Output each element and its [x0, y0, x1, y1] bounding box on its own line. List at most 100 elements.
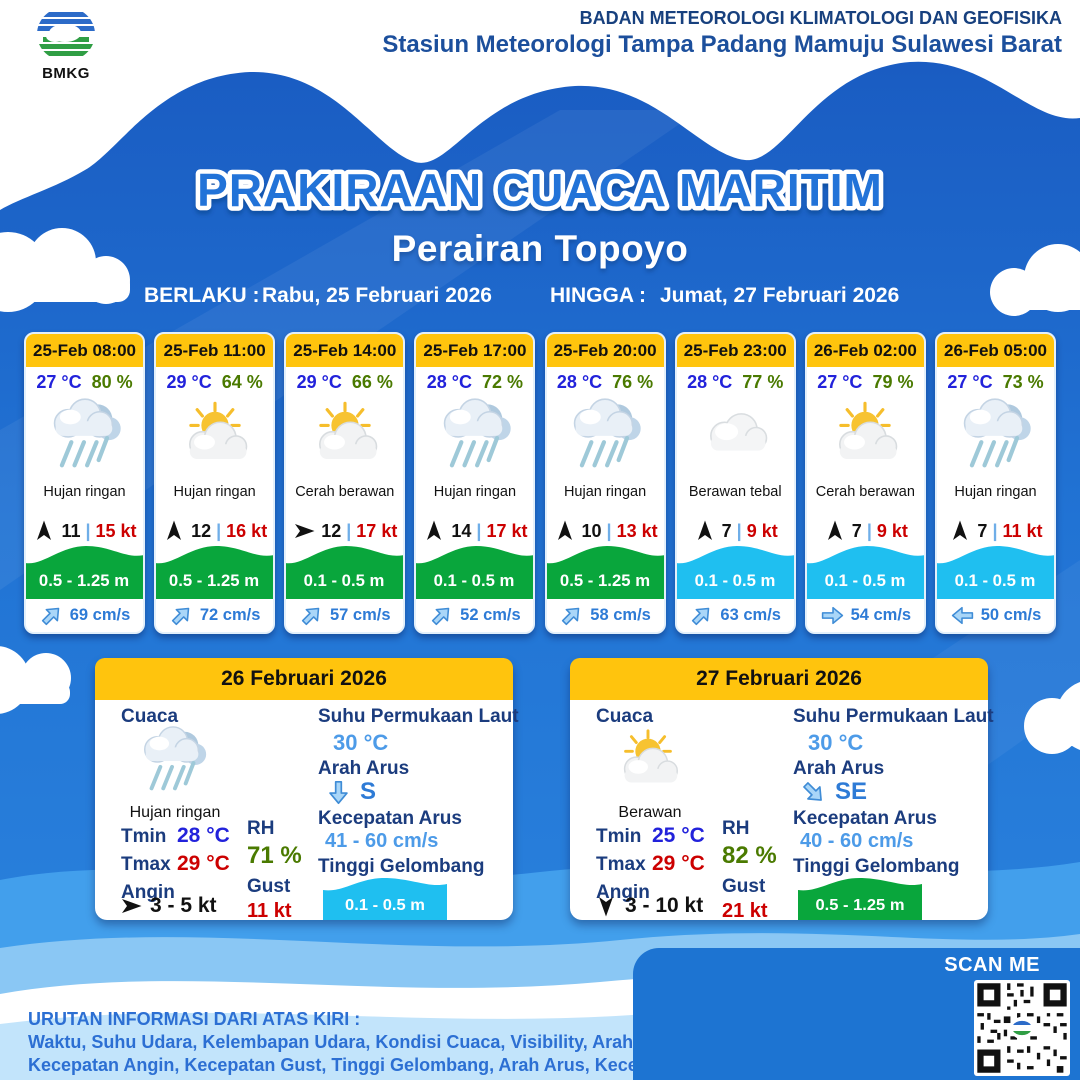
rh-value: 82 % — [722, 842, 777, 869]
daily-forecast-card: 26 Februari 2026 Cuaca Hujan ringan Tmin… — [95, 658, 519, 922]
forecast-time: 25-Feb 08:00 — [26, 334, 143, 367]
current-direction-icon — [325, 779, 352, 806]
hourly-forecast-card: 25-Feb 17:00 28 °C 72 % Hujan ringan 14 … — [414, 332, 536, 634]
weather-condition: Berawan — [618, 804, 682, 821]
weather-icon — [562, 396, 648, 480]
wind-row: 3 - 10 kt — [594, 894, 703, 918]
current-row: 72 cm/s — [156, 598, 274, 633]
visibility-value: 7 — [851, 520, 862, 541]
tmin-value: 25 °C — [652, 824, 705, 847]
relative-humidity: 79 % — [872, 372, 914, 392]
poster-title-text: PRAKIRAAN CUACA MARITIM — [197, 164, 883, 216]
hourly-forecast-card: 25-Feb 23:00 28 °C 77 % Berawan tebal 7 … — [674, 332, 796, 634]
hourly-forecast-card: 25-Feb 14:00 29 °C 66 % Cerah berawan 12… — [284, 332, 406, 634]
label-cuaca: Cuaca — [121, 706, 179, 727]
weather-condition: Hujan ringan — [954, 484, 1037, 500]
bmkg-logo-icon — [37, 7, 95, 61]
hourly-forecast-card: 25-Feb 11:00 29 °C 64 % Hujan ringan 12 … — [154, 332, 276, 634]
footer-line3: Kecepatan Angin, Kecepatan Gust, Tinggi … — [28, 1055, 732, 1075]
label-angin: Angin — [121, 882, 175, 903]
bmkg-logo-label: BMKG — [42, 65, 90, 82]
label-sea-surface-temp: Suhu Permukaan Laut — [318, 706, 519, 727]
wave-height: 0.1 - 0.5 m — [345, 896, 425, 914]
hourly-forecast-card: 25-Feb 08:00 27 °C 80 % Hujan ringan 11 … — [24, 332, 145, 634]
label-wave-height: Tinggi Gelombang — [318, 856, 485, 877]
wind-speed: 15 kt — [95, 520, 137, 541]
agency-name: BADAN METEOROLOGI KLIMATOLOGI DAN GEOFIS… — [579, 8, 1062, 28]
label-gust: Gust — [247, 876, 291, 897]
wave-height: 0.1 - 0.5 m — [304, 571, 385, 590]
weather-condition: Berawan tebal — [688, 484, 782, 500]
relative-humidity: 64 % — [221, 372, 263, 392]
label-current-direction: Arah Arus — [793, 758, 885, 779]
weather-icon — [432, 396, 518, 480]
wave-height: 0.1 - 0.5 m — [824, 571, 905, 590]
current-direction-icon — [794, 773, 832, 811]
separator: | — [216, 520, 222, 541]
wind-direction-icon — [553, 519, 577, 543]
wave-height: 0.5 - 1.25 m — [559, 571, 649, 590]
visibility-value: 7 — [721, 520, 732, 541]
weather-condition: Cerah berawan — [815, 484, 915, 500]
current-compass: S — [360, 778, 377, 805]
hourly-forecast-card: 26-Feb 02:00 27 °C 79 % Cerah berawan 7 … — [804, 332, 926, 634]
weather-condition: Hujan ringan — [173, 484, 256, 500]
temp-humidity-row: 28 °C 72 % — [416, 372, 533, 393]
cloud-left-icon — [0, 228, 130, 312]
tmax-value: 29 °C — [652, 852, 705, 875]
label-current-speed: Kecepatan Arus — [318, 808, 462, 829]
current-direction-icon — [294, 598, 329, 633]
wind-row: 10 | 13 kt — [547, 517, 664, 545]
temp-humidity-row: 28 °C 77 % — [677, 372, 794, 393]
current-speed: 72 cm/s — [199, 606, 261, 624]
forecast-time: 26-Feb 05:00 — [936, 334, 1054, 367]
wind-speed: 17 kt — [486, 520, 528, 541]
temp-humidity-row: 27 °C 80 % — [26, 372, 143, 393]
visibility-value: 7 — [977, 520, 988, 541]
temp-humidity-row: 28 °C 76 % — [547, 372, 664, 393]
visibility-value: 12 — [321, 520, 342, 541]
wind-speed: 9 kt — [746, 520, 778, 541]
wave-height: 0.5 - 1.25 m — [169, 571, 259, 590]
wind-speed: 13 kt — [616, 520, 658, 541]
wave-height-band: 0.5 - 1.25 m — [156, 546, 274, 599]
weather-icon — [822, 396, 908, 480]
current-direction-icon — [34, 598, 69, 633]
weather-icon — [596, 724, 700, 802]
current-row: 57 cm/s — [286, 598, 404, 633]
air-temperature: 28 °C — [426, 372, 473, 392]
weather-icon — [42, 396, 128, 480]
weather-condition: Cerah berawan — [295, 484, 395, 500]
current-direction-icon — [164, 598, 199, 633]
sea-surface-temp-value: 30 °C — [808, 730, 864, 755]
wind-row: 7 | 9 kt — [677, 517, 794, 545]
forecast-time: 25-Feb 17:00 — [416, 334, 534, 367]
weather-condition: Hujan ringan — [43, 484, 126, 500]
wind-direction-icon — [292, 519, 316, 543]
temp-humidity-row: 29 °C 66 % — [286, 372, 403, 393]
temp-humidity-row: 27 °C 73 % — [937, 372, 1054, 393]
air-temperature: 27 °C — [36, 372, 82, 392]
forecast-time: 25-Feb 11:00 — [156, 334, 274, 367]
weather-condition: Hujan ringan — [433, 484, 517, 500]
wave-height-band: 0.1 - 0.5 m — [286, 546, 404, 599]
scan-panel: SCAN ME — [633, 948, 1080, 1080]
current-speed: 50 cm/s — [980, 606, 1042, 624]
weather-icon — [121, 724, 225, 802]
label-current-direction: Arah Arus — [318, 758, 410, 779]
relative-humidity: 77 % — [742, 372, 784, 392]
cloud-left-lower-icon — [0, 646, 71, 714]
wave-height-band: 0.1 - 0.5 m — [936, 546, 1054, 599]
wind-range: 3 - 5 kt — [150, 894, 217, 917]
label-angin: Angin — [596, 882, 650, 903]
wind-row: 11 | 15 kt — [26, 517, 143, 545]
wind-direction-icon — [594, 894, 618, 918]
label-sea-surface-temp: Suhu Permukaan Laut — [793, 706, 994, 727]
hourly-forecast-row: 25-Feb 08:00 27 °C 80 % Hujan ringan 11 … — [24, 332, 1056, 634]
wave-height: 0.5 - 1.25 m — [39, 571, 129, 590]
current-direction-icon — [684, 598, 719, 633]
current-speed-range: 41 - 60 cm/s — [325, 830, 439, 852]
header-bar: BMKG BADAN METEOROLOGI KLIMATOLOGI DAN G… — [0, 0, 1080, 82]
wave-height: 0.1 - 0.5 m — [694, 571, 775, 590]
footer-line2: Waktu, Suhu Udara, Kelembapan Udara, Kon… — [28, 1032, 694, 1052]
